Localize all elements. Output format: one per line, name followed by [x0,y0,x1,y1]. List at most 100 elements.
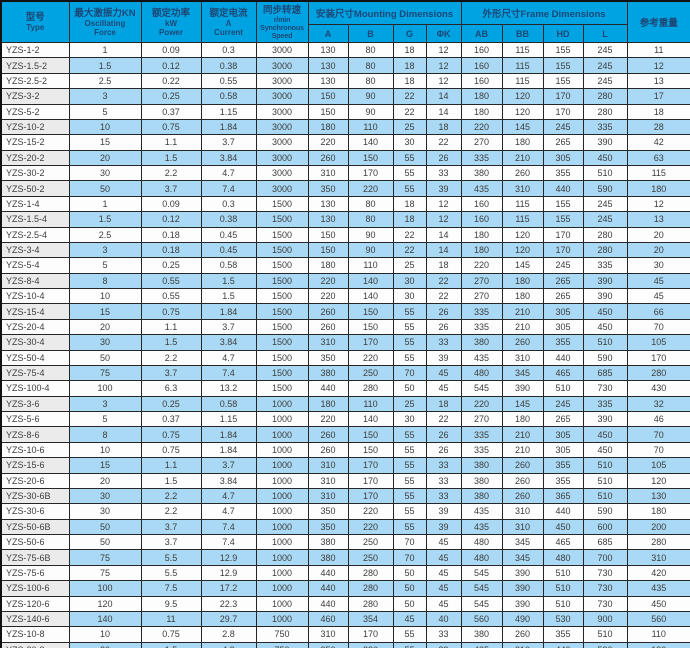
value-cell: 55 [392,303,427,320]
value-cell: 280 [582,88,628,105]
value-cell: 33 [425,626,462,643]
table-row: YZS-75-6 75 5.5 12.9 1000 440 280 50 45 545 390 510… [0,564,690,582]
value-cell: 30 [68,164,142,182]
value-cell: 2.2 [140,349,202,366]
value-cell: 32 [626,395,690,413]
value-cell: 440 [307,564,349,582]
value-cell: 545 [460,380,503,397]
value-cell: 4.7 [200,164,257,182]
value-cell: 130 [307,211,349,228]
value-cell: 30 [392,134,427,151]
value-cell: 1500 [255,195,309,213]
model-cell: YZS-8-4 [0,272,70,290]
value-cell: 380 [307,549,349,566]
value-cell: 12 [425,211,462,228]
value-cell: 310 [501,180,544,197]
value-cell: 39 [425,180,462,197]
value-cell: 10 [68,287,142,305]
value-cell: 270 [460,410,503,428]
value-cell: 545 [460,580,503,597]
value-cell: 350 [307,349,349,366]
table-row: YZS-1.5-2 1.5 0.12 0.38 3000 130 80 18 12 160 115 1… [0,57,690,74]
value-cell: 365 [542,487,584,505]
value-cell: 13.2 [200,380,257,397]
value-cell: 170 [542,88,584,105]
value-cell: 170 [347,164,394,182]
model-cell: YZS-5-2 [0,103,70,120]
value-cell: 180 [460,103,503,120]
value-cell: 50 [392,580,427,597]
value-cell: 560 [460,610,503,628]
value-cell: 6.3 [140,380,202,397]
value-cell: 280 [347,580,394,597]
table-row: YZS-3-4 3 0.18 0.45 1500 150 90 22 14 180 120 170 28… [0,241,690,259]
value-cell: 55 [392,457,427,474]
value-cell: 130 [307,41,349,59]
value-cell: 66 [626,303,690,320]
value-cell: 350 [307,641,349,648]
value-cell: 3000 [255,72,309,90]
col-header-power-en2: Power [158,27,183,37]
value-cell: 750 [255,641,309,648]
value-cell: 390 [582,272,628,290]
model-cell: YZS-15-2 [0,134,70,151]
value-cell: 510 [542,595,584,612]
value-cell: 3.84 [200,472,257,489]
value-cell: 30 [392,287,427,305]
value-cell: 55 [392,334,427,351]
value-cell: 270 [460,272,503,290]
value-cell: 155 [542,195,584,213]
value-cell: 210 [501,426,544,443]
value-cell: 20 [68,318,142,336]
value-cell: 220 [460,257,503,274]
value-cell: 335 [582,395,628,413]
value-cell: 28 [626,118,690,136]
value-cell: 8 [68,272,142,290]
value-cell: 80 [347,57,394,74]
col-header-current-en1: A [225,18,232,28]
value-cell: 180 [501,134,544,151]
value-cell: 18 [392,72,427,90]
value-cell: 355 [542,626,584,643]
value-cell: 280 [347,380,394,397]
col-header-b: B [347,24,394,43]
value-cell: 20 [68,149,142,167]
value-cell: 55 [392,318,427,336]
value-cell: 250 [347,549,394,566]
value-cell: 90 [347,103,394,120]
value-cell: 345 [501,549,544,566]
value-cell: 12 [425,41,462,59]
value-cell: 1.84 [200,426,257,443]
value-cell: 9.5 [140,595,202,612]
value-cell: 510 [542,580,584,597]
value-cell: 33 [425,164,462,182]
value-cell: 354 [347,610,394,628]
value-cell: 450 [542,518,584,536]
value-cell: 1.5 [140,334,202,351]
table-row: YZS-10-6 10 0.75 1.84 1000 260 150 55 26 335 210 30… [0,441,690,459]
value-cell: 280 [626,364,690,382]
table-row: YZS-75-4 75 3.7 7.4 1500 380 250 70 45 480 345 465 6… [0,364,690,382]
value-cell: 435 [460,180,503,197]
value-cell: 45 [626,287,690,305]
value-cell: 55 [392,426,427,443]
value-cell: 435 [460,349,503,366]
value-cell: 110 [347,257,394,274]
value-cell: 180 [307,118,349,136]
value-cell: 22 [392,88,427,105]
value-cell: 1 [68,41,142,59]
value-cell: 270 [460,134,503,151]
value-cell: 245 [542,257,584,274]
value-cell: 140 [347,410,394,428]
value-cell: 1000 [255,426,309,443]
value-cell: 63 [626,149,690,167]
value-cell: 30 [392,272,427,290]
value-cell: 20 [68,641,142,648]
model-cell: YZS-1.5-4 [0,211,70,228]
value-cell: 14 [425,226,462,243]
table-body: YZS-1-2 1 0.09 0.3 3000 130 80 18 12 160 115 155 245… [0,41,690,648]
value-cell: 42 [626,134,690,151]
value-cell: 160 [460,72,503,90]
value-cell: 130 [307,72,349,90]
value-cell: 3.7 [140,518,202,536]
